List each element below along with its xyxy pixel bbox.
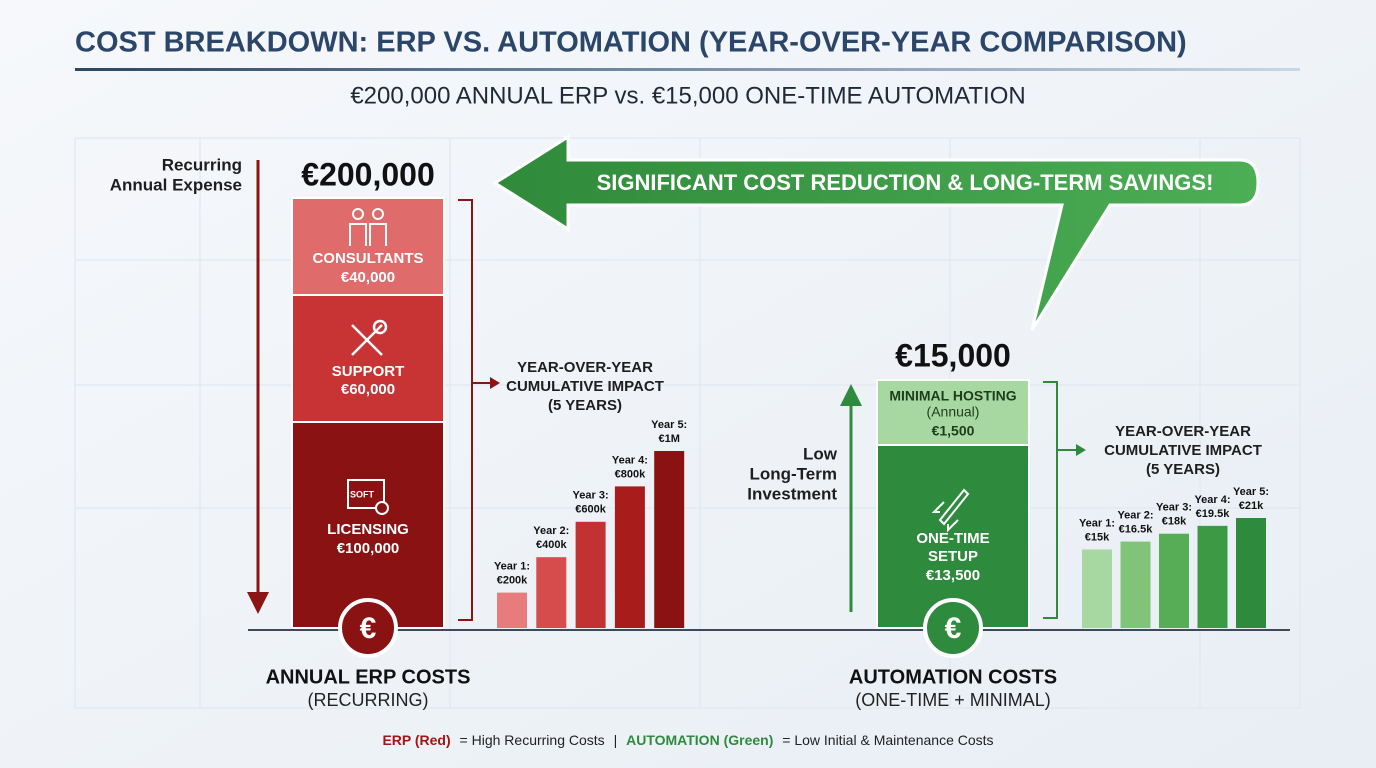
up-arrow-head bbox=[840, 384, 862, 406]
bar-label: Year 1: bbox=[494, 561, 530, 573]
segment-name: SETUP bbox=[928, 548, 978, 565]
background-grid bbox=[74, 137, 1301, 709]
bar bbox=[1236, 518, 1266, 628]
bar-value-label: €400k bbox=[536, 539, 567, 551]
caption: AUTOMATION COSTS bbox=[849, 666, 1057, 688]
title: COST BREAKDOWN: ERP VS. AUTOMATION (YEAR… bbox=[75, 27, 1187, 59]
bar-label: Year 4: bbox=[1194, 494, 1230, 506]
impact-title: (5 YEARS) bbox=[1146, 461, 1220, 478]
support-icon bbox=[351, 319, 388, 356]
segment-name: LICENSING bbox=[327, 521, 409, 538]
bar-value-label: €19.5k bbox=[1196, 508, 1231, 520]
erp-segment bbox=[291, 294, 445, 423]
title-rule bbox=[75, 68, 1300, 71]
segment-name: SUPPORT bbox=[332, 363, 405, 380]
impact-title: CUMULATIVE IMPACT bbox=[506, 378, 664, 395]
banner: SIGNIFICANT COST REDUCTION & LONG-TERM S… bbox=[597, 170, 1214, 195]
bar-value-label: €600k bbox=[575, 504, 606, 516]
side-note: Recurring bbox=[162, 155, 242, 174]
segment-name: MINIMAL HOSTING bbox=[889, 388, 1016, 404]
segment-name: ONE-TIME bbox=[916, 530, 989, 547]
automation-segment bbox=[876, 444, 1030, 629]
impact-title: (5 YEARS) bbox=[548, 397, 622, 414]
bar-label: Year 3: bbox=[573, 490, 609, 502]
euro-symbol: € bbox=[945, 612, 962, 645]
caption-sub: (RECURRING) bbox=[308, 690, 429, 710]
segment-name: CONSULTANTS bbox=[312, 250, 423, 267]
side-note: Low bbox=[803, 444, 838, 463]
bar-label: Year 2: bbox=[1117, 509, 1153, 521]
svg-text:SOFT: SOFT bbox=[350, 489, 375, 499]
footer: ERP (Red) = High Recurring Costs | AUTOM… bbox=[382, 732, 993, 748]
bracket-arrow-head bbox=[490, 377, 500, 389]
footer-separator: | bbox=[614, 732, 618, 748]
bar-label: Year 4: bbox=[612, 454, 648, 466]
footer-auto-key: AUTOMATION (Green) bbox=[626, 732, 773, 748]
bar-label: Year 5: bbox=[1233, 486, 1269, 498]
bar bbox=[654, 451, 685, 628]
bar-value-label: €16.5k bbox=[1119, 523, 1154, 535]
segment-amount: €100,000 bbox=[337, 540, 400, 557]
footer-erp-text: = High Recurring Costs bbox=[460, 732, 605, 748]
bar-label: Year 3: bbox=[1156, 502, 1192, 514]
erp-total: €200,000 bbox=[301, 156, 434, 192]
segment-amount: €1,500 bbox=[932, 423, 975, 439]
automation-total: €15,000 bbox=[895, 337, 1011, 373]
segment-amount: €60,000 bbox=[341, 381, 395, 398]
segment-amount: €40,000 bbox=[341, 269, 395, 286]
impact-title: YEAR-OVER-YEAR bbox=[517, 359, 653, 376]
bar-label: Year 2: bbox=[533, 525, 569, 537]
software-icon: SOFT bbox=[347, 479, 389, 515]
erp-segment bbox=[291, 197, 445, 296]
bar bbox=[1082, 549, 1112, 628]
bar-label: Year 5: bbox=[651, 419, 687, 431]
bar bbox=[614, 486, 645, 628]
bar-value-label: €21k bbox=[1239, 500, 1264, 512]
bar bbox=[1120, 541, 1151, 628]
bar-value-label: €15k bbox=[1085, 531, 1110, 543]
footer-auto-text: = Low Initial & Maintenance Costs bbox=[782, 732, 993, 748]
footer-erp-key: ERP (Red) bbox=[382, 732, 450, 748]
bar-value-label: €200k bbox=[497, 575, 528, 587]
caption-sub: (ONE-TIME + MINIMAL) bbox=[855, 690, 1051, 710]
side-note: Long-Term bbox=[749, 464, 837, 483]
bar bbox=[1197, 525, 1228, 628]
bar bbox=[1159, 533, 1189, 628]
bar-label: Year 1: bbox=[1079, 517, 1115, 529]
impact-title: YEAR-OVER-YEAR bbox=[1115, 423, 1251, 440]
bar bbox=[575, 521, 606, 628]
erp-segment bbox=[291, 421, 445, 629]
bar bbox=[536, 557, 567, 628]
automation-segment bbox=[876, 379, 1030, 446]
bar-value-label: €18k bbox=[1162, 516, 1187, 528]
savings-arrow bbox=[492, 134, 1260, 331]
bar bbox=[497, 592, 527, 628]
segment-note: (Annual) bbox=[927, 404, 980, 420]
euro-badge bbox=[923, 598, 983, 658]
bracket bbox=[1043, 381, 1058, 619]
bar-value-label: €1M bbox=[658, 433, 679, 445]
bar-value-label: €800k bbox=[615, 468, 646, 480]
rocket-icon bbox=[931, 488, 970, 533]
bracket bbox=[458, 199, 473, 621]
bracket-arrow-head bbox=[1076, 444, 1086, 456]
side-note: Annual Expense bbox=[110, 175, 242, 194]
side-note: Investment bbox=[747, 484, 837, 503]
subtitle: €200,000 ANNUAL ERP vs. €15,000 ONE-TIME… bbox=[350, 82, 1025, 109]
euro-badge bbox=[338, 598, 398, 658]
caption: ANNUAL ERP COSTS bbox=[266, 666, 471, 688]
down-arrow-head bbox=[247, 592, 269, 614]
segment-amount: €13,500 bbox=[926, 567, 980, 584]
euro-symbol: € bbox=[360, 612, 377, 645]
consultants-icon bbox=[349, 208, 387, 246]
impact-title: CUMULATIVE IMPACT bbox=[1104, 442, 1262, 459]
